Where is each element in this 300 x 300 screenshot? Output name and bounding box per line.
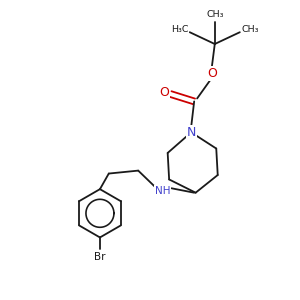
Text: Br: Br: [94, 252, 106, 262]
Text: H₃C: H₃C: [171, 25, 188, 34]
Text: O: O: [159, 86, 169, 99]
Text: O: O: [207, 67, 217, 80]
Text: CH₃: CH₃: [206, 10, 224, 19]
Text: N: N: [187, 126, 196, 139]
Text: NH: NH: [155, 186, 170, 196]
Text: N: N: [187, 126, 196, 139]
Text: CH₃: CH₃: [242, 25, 259, 34]
